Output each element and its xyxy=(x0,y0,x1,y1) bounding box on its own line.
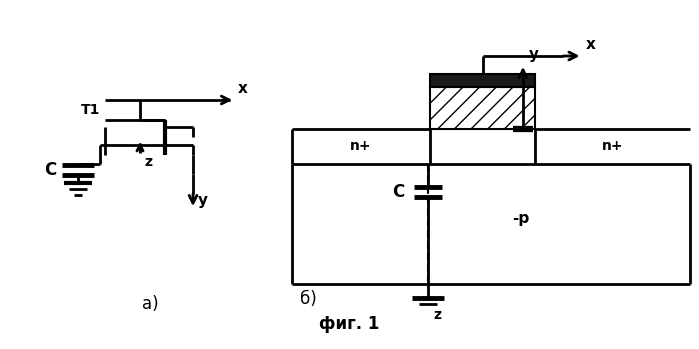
Text: -p: -p xyxy=(512,211,530,227)
Text: x: x xyxy=(586,37,596,52)
Text: z: z xyxy=(433,308,441,322)
Text: C: C xyxy=(391,183,404,201)
Text: x: x xyxy=(238,81,248,96)
Text: б): б) xyxy=(300,290,317,308)
Text: C: C xyxy=(44,161,56,179)
Text: фиг. 1: фиг. 1 xyxy=(319,315,379,333)
Text: T1: T1 xyxy=(80,103,100,117)
Text: n+: n+ xyxy=(602,140,624,154)
Text: n+: n+ xyxy=(350,140,372,154)
Text: y: y xyxy=(529,47,539,62)
Bar xyxy=(430,74,535,87)
Bar xyxy=(430,87,535,129)
Text: y: y xyxy=(198,193,208,208)
Text: а): а) xyxy=(142,295,158,313)
Text: z: z xyxy=(144,155,152,169)
